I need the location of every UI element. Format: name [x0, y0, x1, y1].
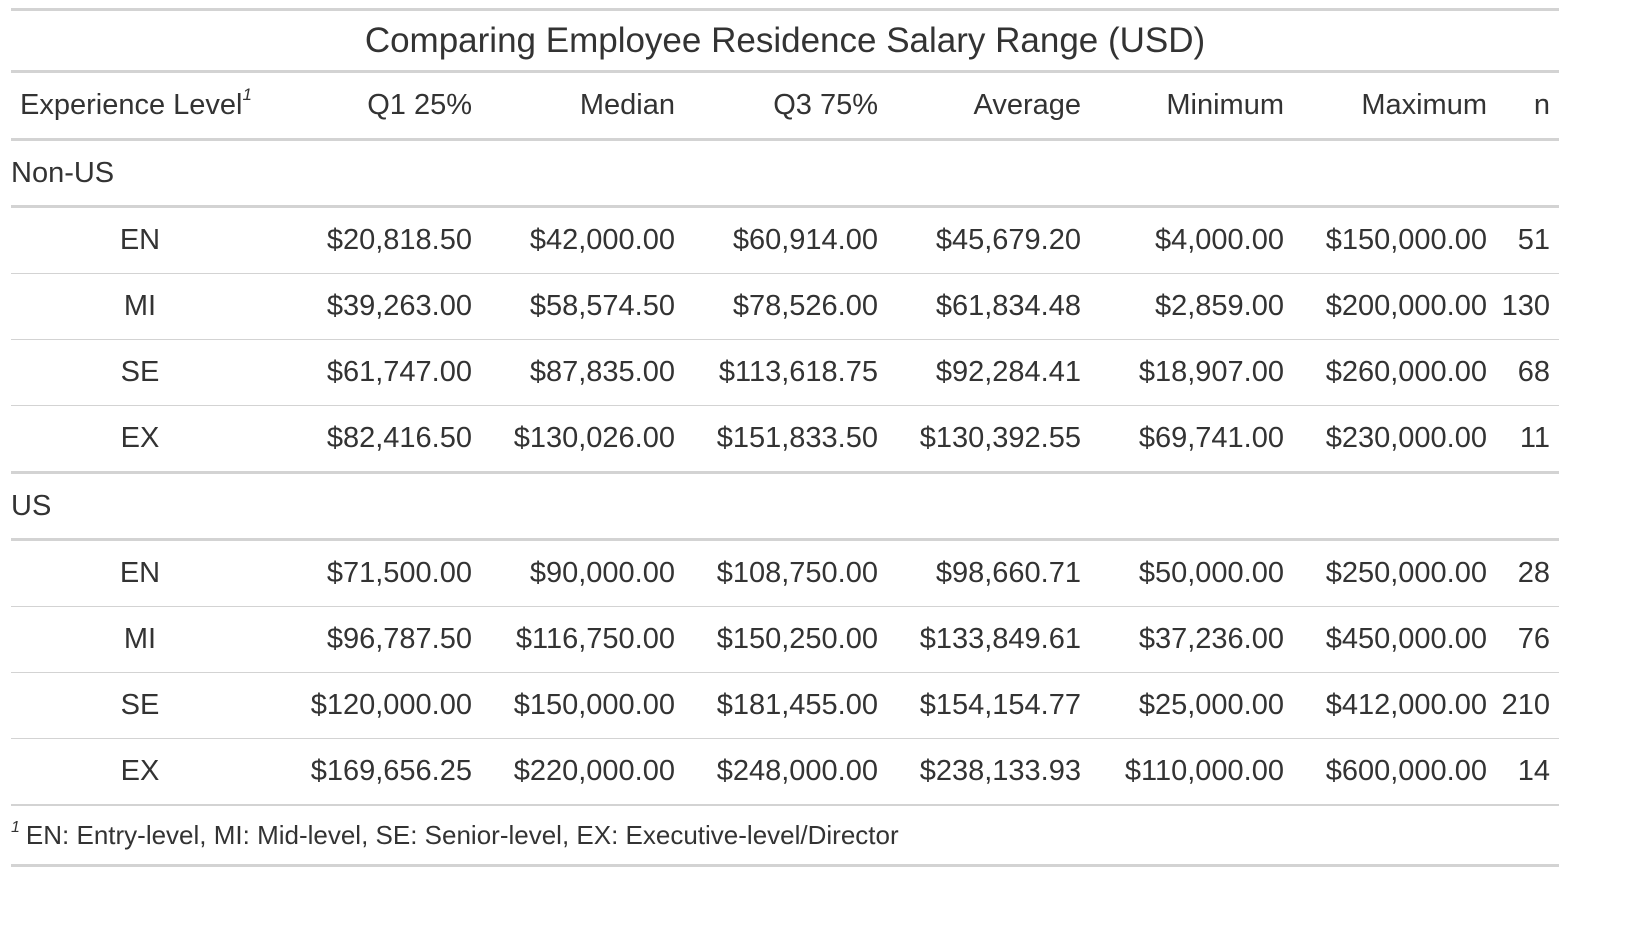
- cell-q3: $78,526.00: [675, 273, 878, 340]
- cell-average: $133,849.61: [878, 606, 1081, 673]
- footnote-text: EN: Entry-level, MI: Mid-level, SE: Seni…: [25, 819, 899, 850]
- cell-n: 11: [1487, 405, 1560, 474]
- cell-average: $130,392.55: [878, 405, 1081, 474]
- cell-stub: EN: [11, 206, 269, 274]
- footnote-marker: 1: [11, 818, 20, 836]
- cell-q1: $71,500.00: [269, 539, 472, 607]
- cell-average: $98,660.71: [878, 539, 1081, 607]
- cell-median: $150,000.00: [472, 672, 675, 739]
- cell-median: $58,574.50: [472, 273, 675, 340]
- cell-stub: MI: [11, 606, 269, 673]
- table-row: SE $61,747.00 $87,835.00 $113,618.75 $92,284…: [11, 339, 1560, 406]
- cell-q3: $248,000.00: [675, 738, 878, 806]
- cell-n: 68: [1487, 339, 1560, 406]
- table-row: EX $169,656.25 $220,000.00 $248,000.00 $238,…: [11, 738, 1560, 806]
- cell-maximum: $260,000.00: [1284, 339, 1487, 406]
- cell-average: $154,154.77: [878, 672, 1081, 739]
- cell-q1: $120,000.00: [269, 672, 472, 739]
- cell-q1: $39,263.00: [269, 273, 472, 340]
- cell-n: 130: [1487, 273, 1560, 340]
- footnote-marker: 1: [242, 85, 252, 104]
- table-row: MI $39,263.00 $58,574.50 $78,526.00 $61,834.…: [11, 273, 1560, 340]
- cell-maximum: $250,000.00: [1284, 539, 1487, 607]
- cell-median: $220,000.00: [472, 738, 675, 806]
- cell-n: 28: [1487, 539, 1560, 607]
- cell-n: 51: [1487, 206, 1560, 274]
- cell-average: $238,133.93: [878, 738, 1081, 806]
- column-header-median: Median: [472, 71, 675, 141]
- cell-q3: $60,914.00: [675, 206, 878, 274]
- cell-stub: EX: [11, 738, 269, 806]
- cell-q3: $113,618.75: [675, 339, 878, 406]
- cell-minimum: $69,741.00: [1081, 405, 1284, 474]
- row-group-label: US: [11, 472, 1560, 541]
- cell-maximum: $450,000.00: [1284, 606, 1487, 673]
- cell-stub: MI: [11, 273, 269, 340]
- cell-maximum: $200,000.00: [1284, 273, 1487, 340]
- cell-q3: $151,833.50: [675, 405, 878, 474]
- cell-maximum: $150,000.00: [1284, 206, 1487, 274]
- column-header-average: Average: [878, 71, 1081, 141]
- cell-minimum: $110,000.00: [1081, 738, 1284, 806]
- title-row: Comparing Employee Residence Salary Rang…: [11, 8, 1560, 73]
- cell-stub: SE: [11, 672, 269, 739]
- cell-n: 14: [1487, 738, 1560, 806]
- table-row: MI $96,787.50 $116,750.00 $150,250.00 $133,8…: [11, 606, 1560, 673]
- cell-q3: $150,250.00: [675, 606, 878, 673]
- cell-minimum: $50,000.00: [1081, 539, 1284, 607]
- cell-maximum: $230,000.00: [1284, 405, 1487, 474]
- column-header-n: n: [1487, 71, 1560, 141]
- column-header-row: Experience Level1 Q1 25% Median Q3 75% A…: [11, 71, 1560, 141]
- cell-median: $42,000.00: [472, 206, 675, 274]
- cell-average: $92,284.41: [878, 339, 1081, 406]
- cell-median: $87,835.00: [472, 339, 675, 406]
- cell-n: 210: [1487, 672, 1560, 739]
- column-header-maximum: Maximum: [1284, 71, 1487, 141]
- cell-q1: $82,416.50: [269, 405, 472, 474]
- column-header-q1: Q1 25%: [269, 71, 472, 141]
- table-row: SE $120,000.00 $150,000.00 $181,455.00 $154,…: [11, 672, 1560, 739]
- cell-average: $61,834.48: [878, 273, 1081, 340]
- cell-q1: $61,747.00: [269, 339, 472, 406]
- cell-average: $45,679.20: [878, 206, 1081, 274]
- cell-q3: $108,750.00: [675, 539, 878, 607]
- cell-minimum: $2,859.00: [1081, 273, 1284, 340]
- cell-n: 76: [1487, 606, 1560, 673]
- cell-median: $116,750.00: [472, 606, 675, 673]
- cell-minimum: $37,236.00: [1081, 606, 1284, 673]
- table-row: EN $71,500.00 $90,000.00 $108,750.00 $98,660…: [11, 539, 1560, 607]
- cell-minimum: $25,000.00: [1081, 672, 1284, 739]
- cell-median: $130,026.00: [472, 405, 675, 474]
- row-group-label: Non-US: [11, 139, 1560, 208]
- cell-maximum: $412,000.00: [1284, 672, 1487, 739]
- cell-q1: $96,787.50: [269, 606, 472, 673]
- footnote-row: 1 EN: Entry-level, MI: Mid-level, SE: Sen…: [11, 805, 1560, 867]
- row-group-header: US: [11, 472, 1560, 541]
- cell-minimum: $4,000.00: [1081, 206, 1284, 274]
- cell-median: $90,000.00: [472, 539, 675, 607]
- row-group-header: Non-US: [11, 139, 1560, 208]
- cell-stub: SE: [11, 339, 269, 406]
- cell-minimum: $18,907.00: [1081, 339, 1284, 406]
- column-header-experience-level: Experience Level1: [11, 71, 269, 141]
- cell-q1: $169,656.25: [269, 738, 472, 806]
- column-header-minimum: Minimum: [1081, 71, 1284, 141]
- table-row: EX $82,416.50 $130,026.00 $151,833.50 $130,3…: [11, 405, 1560, 474]
- table-row: EN $20,818.50 $42,000.00 $60,914.00 $45,679.…: [11, 206, 1560, 274]
- table-footnote: 1 EN: Entry-level, MI: Mid-level, SE: Sen…: [11, 805, 1560, 867]
- cell-q3: $181,455.00: [675, 672, 878, 739]
- cell-stub: EN: [11, 539, 269, 607]
- table-body: Non-US EN $20,818.50 $42,000.00 $60,914.00 $4…: [11, 139, 1560, 806]
- table-title: Comparing Employee Residence Salary Rang…: [11, 8, 1560, 73]
- cell-maximum: $600,000.00: [1284, 738, 1487, 806]
- column-header-q3: Q3 75%: [675, 71, 878, 141]
- salary-table: Comparing Employee Residence Salary Rang…: [11, 8, 1560, 867]
- cell-q1: $20,818.50: [269, 206, 472, 274]
- cell-stub: EX: [11, 405, 269, 474]
- column-header-label: Experience Level: [20, 89, 243, 121]
